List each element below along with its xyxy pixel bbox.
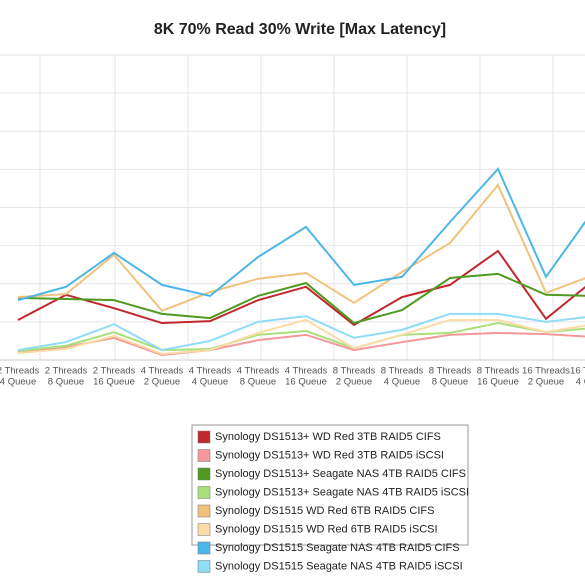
- series-line: [17, 318, 585, 355]
- legend-swatch: [197, 486, 211, 499]
- legend-label: Synology DS1513+ WD Red 3TB RAID5 CIFS: [215, 431, 441, 443]
- x-tick-label: 8 Queue: [432, 377, 468, 388]
- series-line: [17, 312, 585, 352]
- legend-label: Synology DS1513+ WD Red 3TB RAID5 iSCSI: [215, 449, 444, 461]
- legend-label: Synology DS1513+ Seagate NAS 4TB RAID5 i…: [215, 486, 469, 498]
- x-tick-label: 4 Queue: [384, 377, 420, 388]
- legend-label: Synology DS1515 Seagate NAS 4TB RAID5 CI…: [215, 542, 460, 554]
- x-tick-label: 8 Queue: [240, 377, 276, 388]
- legend-swatch: [197, 467, 211, 481]
- x-tick-label: 4 Queue: [0, 377, 36, 388]
- x-tick-label: 4 Threads: [141, 366, 184, 377]
- x-tick-label: 2 Queue: [144, 377, 180, 388]
- x-tick-label: 4 Queue: [192, 377, 228, 388]
- legend-swatch: [197, 523, 211, 536]
- chart-title: 8K 70% Read 30% Write [Max Latency]: [154, 21, 446, 38]
- series-line: [17, 331, 585, 357]
- x-tick-label: 2 Queue: [528, 377, 564, 388]
- x-tick-label: 8 Threads: [333, 366, 376, 377]
- x-tick-label: 2 Threads: [0, 366, 40, 377]
- x-tick-label: 16 Threads: [570, 366, 585, 377]
- x-tick-label: 4 Queue: [576, 377, 585, 388]
- x-tick-label: 8 Threads: [429, 366, 472, 377]
- x-tick-label: 4 Threads: [237, 366, 280, 377]
- legend-label: Synology DS1515 WD Red 6TB RAID5 iSCSI: [215, 523, 438, 535]
- series-line: [17, 183, 585, 313]
- series-line: [17, 272, 585, 325]
- legend-swatch: [197, 541, 211, 555]
- x-tick-label: 16 Queue: [285, 377, 327, 388]
- legend-swatch: [197, 504, 211, 518]
- legend-swatch: [197, 449, 211, 462]
- series-line: [17, 249, 585, 327]
- x-tick-label: 2 Queue: [336, 377, 372, 388]
- x-tick-label: 16 Queue: [93, 377, 135, 388]
- series-line: [17, 167, 585, 302]
- x-tick-label: 8 Threads: [477, 366, 520, 377]
- x-tick-label: 4 Threads: [285, 366, 328, 377]
- x-tick-label: 16 Queue: [477, 377, 519, 388]
- legend-label: Synology DS1515 WD Red 6TB RAID5 CIFS: [215, 505, 434, 517]
- x-tick-label: 8 Queue: [48, 377, 84, 388]
- legend-swatch: [197, 560, 211, 573]
- series-line: [17, 321, 585, 352]
- legend-swatch: [197, 430, 211, 444]
- x-tick-label: 4 Threads: [189, 366, 232, 377]
- legend-label: Synology DS1513+ Seagate NAS 4TB RAID5 C…: [215, 468, 466, 480]
- x-tick-label: 2 Threads: [45, 366, 88, 377]
- legend-box: [191, 424, 469, 546]
- legend-label: Synology DS1515 Seagate NAS 4TB RAID5 iS…: [215, 560, 463, 572]
- x-tick-label: 8 Threads: [381, 366, 424, 377]
- x-tick-label: 16 Threads: [522, 366, 570, 377]
- x-tick-label: 2 Threads: [93, 366, 136, 377]
